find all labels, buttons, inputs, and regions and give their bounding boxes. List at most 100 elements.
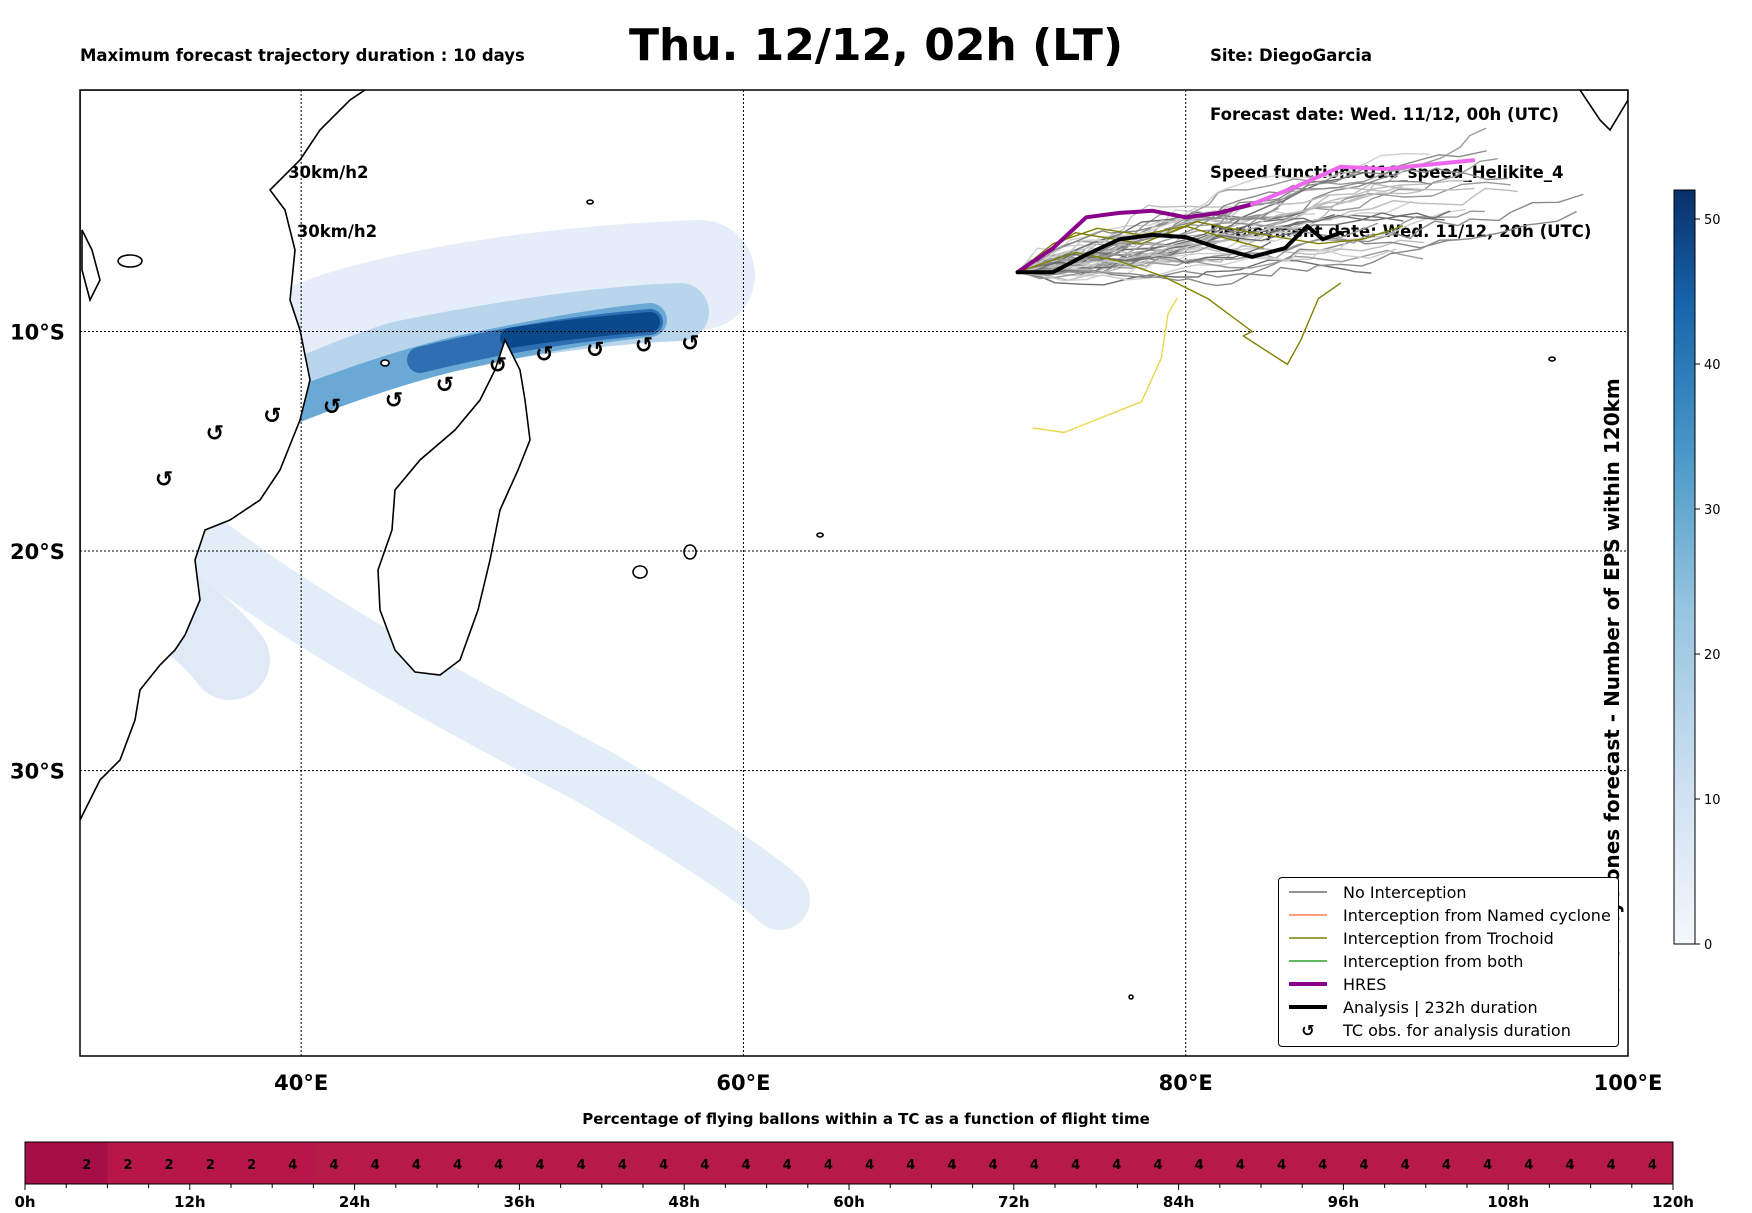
timebar-cell-label: 4	[371, 1158, 380, 1173]
timebar-tick-label: 60h	[833, 1193, 865, 1211]
timebar-tick-label: 48h	[668, 1193, 700, 1211]
island-chagos	[1548, 356, 1556, 362]
island-comoros	[380, 359, 390, 367]
timebar-cell-label: 4	[535, 1158, 544, 1173]
timebar-cell	[1508, 1142, 1550, 1184]
timebar-cell-label: 4	[741, 1158, 750, 1173]
timebar-cell-label: 4	[1648, 1158, 1657, 1173]
timebar-cell	[1219, 1142, 1262, 1184]
timebar-cell	[231, 1142, 273, 1184]
timebar-cell-label: 2	[206, 1158, 215, 1173]
tc-observations: ↺ ↺ ↺ ↺ ↺ ↺ ↺ ↺ ↺ ↺ ↺	[155, 331, 700, 492]
timebar-cell	[725, 1142, 768, 1184]
timebar-cell	[560, 1142, 603, 1184]
timebar-cell-label: 4	[1524, 1158, 1533, 1173]
lat-label: 10°S	[10, 321, 65, 345]
timebar-tick-label: 120h	[1652, 1193, 1694, 1211]
lon-label: 60°E	[716, 1071, 770, 1095]
ensemble-track	[1016, 231, 1292, 276]
legend-item-trochoid: Interception from Trochoid	[1289, 927, 1554, 949]
timebar-cell-label: 4	[577, 1158, 586, 1173]
header-right-line: Site: DiegoGarcia	[1210, 46, 1373, 65]
lat-label: 30°S	[10, 760, 65, 784]
timebar-cell-label: 4	[1442, 1158, 1451, 1173]
lon-label: 80°E	[1159, 1071, 1213, 1095]
island-rodrigues	[816, 532, 824, 538]
timebar-cell	[395, 1142, 438, 1184]
lon-label: 100°E	[1594, 1071, 1663, 1095]
ensemble-track	[1016, 248, 1397, 277]
ensemble-track	[1016, 210, 1451, 273]
timebar-cell-label: 4	[288, 1158, 297, 1173]
timebar-cell	[1549, 1142, 1592, 1184]
timebar-cell	[437, 1142, 479, 1184]
timebar-cell	[1096, 1142, 1138, 1184]
coastlines	[80, 90, 1628, 1000]
timebar-cell-label: 2	[247, 1158, 256, 1173]
trochoid-track	[1016, 221, 1404, 273]
legend-item-named-cyclone: Interception from Named cyclone	[1289, 904, 1611, 926]
header-left-line: Maximum forecast trajectory duration : 1…	[80, 46, 525, 65]
timebar-cell-label: 4	[824, 1158, 833, 1173]
timebar-cell-label: 4	[1565, 1158, 1574, 1173]
density-band-peak	[500, 312, 660, 348]
timebar-cell-label: 4	[700, 1158, 709, 1173]
colorbar: 0 10 20 30 40 50	[1673, 189, 1721, 953]
axis-labels: 10°S 20°S 30°S 40°E 60°E 80°E 100°E	[10, 321, 1662, 1096]
timebar-cell-label: 4	[906, 1158, 915, 1173]
ensemble-track	[1016, 209, 1214, 273]
timebar-cell-label: 4	[1401, 1158, 1410, 1173]
timebar-cell-label: 4	[618, 1158, 627, 1173]
timebar-tick-label: 0h	[14, 1193, 35, 1211]
tc-obs-marker: ↺	[535, 342, 553, 367]
tc-obs-symbol-icon: ↺	[1301, 1020, 1315, 1040]
legend-item-both: Interception from both	[1289, 950, 1523, 972]
timebar-cell-label: 4	[659, 1158, 668, 1173]
timebar-cell	[66, 1142, 108, 1184]
arabia-coastline	[81, 229, 101, 303]
timebar-tick-label: 12h	[174, 1193, 206, 1211]
tc-obs-marker: ↺	[489, 353, 507, 378]
timebar-cell-label: 4	[1318, 1158, 1327, 1173]
ensemble-track	[1016, 179, 1470, 277]
map-grid	[80, 90, 1628, 1056]
island-small-1	[117, 254, 143, 268]
lon-label: 40°E	[274, 1071, 328, 1095]
colorbar-tick-label: 0	[1704, 938, 1712, 953]
timebar-cell	[1137, 1142, 1180, 1184]
timebar-cell-label: 4	[1607, 1158, 1616, 1173]
tc-obs-marker: ↺	[586, 338, 604, 363]
legend-item-tc-obs: ↺ TC obs. for analysis duration	[1289, 1019, 1571, 1041]
timebar-cell	[1055, 1142, 1097, 1184]
timebar-cell-label: 4	[1195, 1158, 1204, 1173]
timebar-cell-label: 4	[412, 1158, 421, 1173]
timebar-title: Percentage of flying ballons within a TC…	[582, 1110, 1150, 1128]
timebar-cell	[148, 1142, 191, 1184]
legend-label: Interception from Trochoid	[1343, 928, 1554, 948]
colorbar-tick-label: 30	[1704, 503, 1721, 518]
timebar-cell-label: 4	[494, 1158, 503, 1173]
island-mauritius	[683, 544, 697, 560]
colorbar-tick-label: 20	[1704, 648, 1721, 663]
ensemble-trajectories	[1015, 127, 1584, 434]
tc-obs-marker: ↺	[635, 334, 653, 359]
hres-track	[1015, 202, 1255, 275]
legend-label: Interception from Named cyclone	[1343, 905, 1611, 925]
legend-label: Analysis | 232h duration	[1343, 997, 1538, 1017]
timebar-cell-label: 4	[947, 1158, 956, 1173]
legend-item-no-interception: No Interception	[1289, 881, 1467, 903]
ensemble-track	[1016, 222, 1378, 280]
timebar-cell	[25, 1142, 67, 1184]
timebar-cell	[601, 1142, 644, 1184]
timebar-tick-label: 72h	[998, 1193, 1030, 1211]
timebar-cell	[684, 1142, 726, 1184]
tc-obs-marker: ↺	[206, 421, 224, 446]
island-small-2	[1128, 994, 1134, 1000]
tc-obs-marker: ↺	[155, 468, 173, 493]
timebar-cell	[1261, 1142, 1303, 1184]
timebar-cell	[1425, 1142, 1468, 1184]
timebar-cell	[1590, 1142, 1633, 1184]
timebar-tick-label: 108h	[1487, 1193, 1529, 1211]
